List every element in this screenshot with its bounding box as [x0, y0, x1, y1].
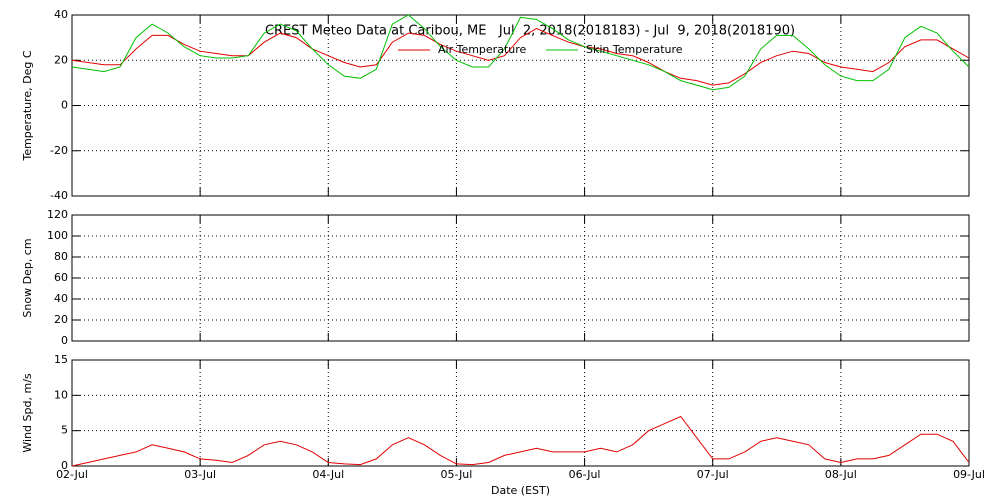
- chart-title: CREST Meteo Data at Caribou, ME Jul 2, 2…: [265, 24, 795, 39]
- data-line: [71, 415, 970, 467]
- y-tick-label: 120: [47, 208, 68, 221]
- x-tick-label: 08-Jul: [825, 468, 857, 481]
- y-tick-label: 0: [61, 459, 68, 472]
- x-axis-label: Date (EST): [491, 484, 550, 497]
- data-line: [71, 14, 970, 91]
- x-tick-label: 05-Jul: [440, 468, 472, 481]
- y-tick-label: 80: [54, 250, 68, 263]
- y-tick-label: 15: [54, 353, 68, 366]
- y-tick-label: 0: [61, 99, 68, 112]
- x-tick-label: 02-Jul: [56, 468, 88, 481]
- legend-label: Skin Temperature: [586, 43, 683, 56]
- y-tick-label: 20: [54, 313, 68, 326]
- x-tick-label: 04-Jul: [312, 468, 344, 481]
- y-tick-label: 40: [54, 292, 68, 305]
- y-tick-label: -20: [50, 144, 68, 157]
- x-tick-label: 07-Jul: [697, 468, 729, 481]
- y-axis-label: Snow Dep, cm: [21, 238, 34, 317]
- y-tick-label: 60: [54, 271, 68, 284]
- plot-frame: [71, 359, 970, 467]
- y-tick-label: 10: [54, 388, 68, 401]
- legend-label: Air Temperature: [438, 43, 527, 56]
- y-tick-label: -40: [50, 189, 68, 202]
- y-tick-label: 5: [61, 424, 68, 437]
- plot-frame: [71, 14, 970, 197]
- x-tick-label: 03-Jul: [184, 468, 216, 481]
- x-tick-label: 06-Jul: [569, 468, 601, 481]
- y-tick-label: 0: [61, 334, 68, 347]
- y-tick-label: 20: [54, 53, 68, 66]
- y-axis-label: Temperature, Deg C: [21, 50, 34, 161]
- y-axis-label: Wind Spd, m/s: [21, 373, 34, 453]
- y-tick-label: 100: [47, 229, 68, 242]
- y-tick-label: 40: [54, 8, 68, 21]
- plot-frame: [71, 214, 970, 342]
- x-tick-label: 09-Jul: [953, 468, 985, 481]
